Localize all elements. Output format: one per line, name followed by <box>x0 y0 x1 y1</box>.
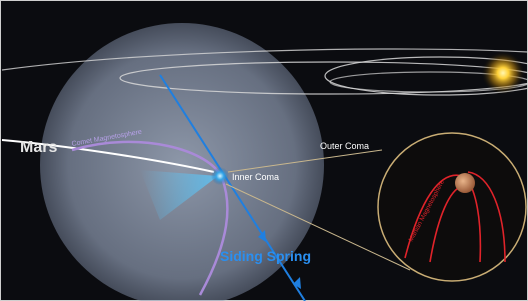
mars-inset <box>378 133 526 281</box>
diagram: Mars Comet Magnetosphere Outer Coma Inne… <box>0 0 528 301</box>
outer-coma-label: Outer Coma <box>320 141 369 151</box>
mars-label: Mars <box>20 139 57 156</box>
inner-coma-label: Inner Coma <box>232 172 279 182</box>
mars-planet <box>455 173 475 193</box>
comet-name-label: Siding Spring <box>220 248 311 264</box>
comet-nucleus <box>211 167 229 185</box>
sun <box>481 51 525 95</box>
